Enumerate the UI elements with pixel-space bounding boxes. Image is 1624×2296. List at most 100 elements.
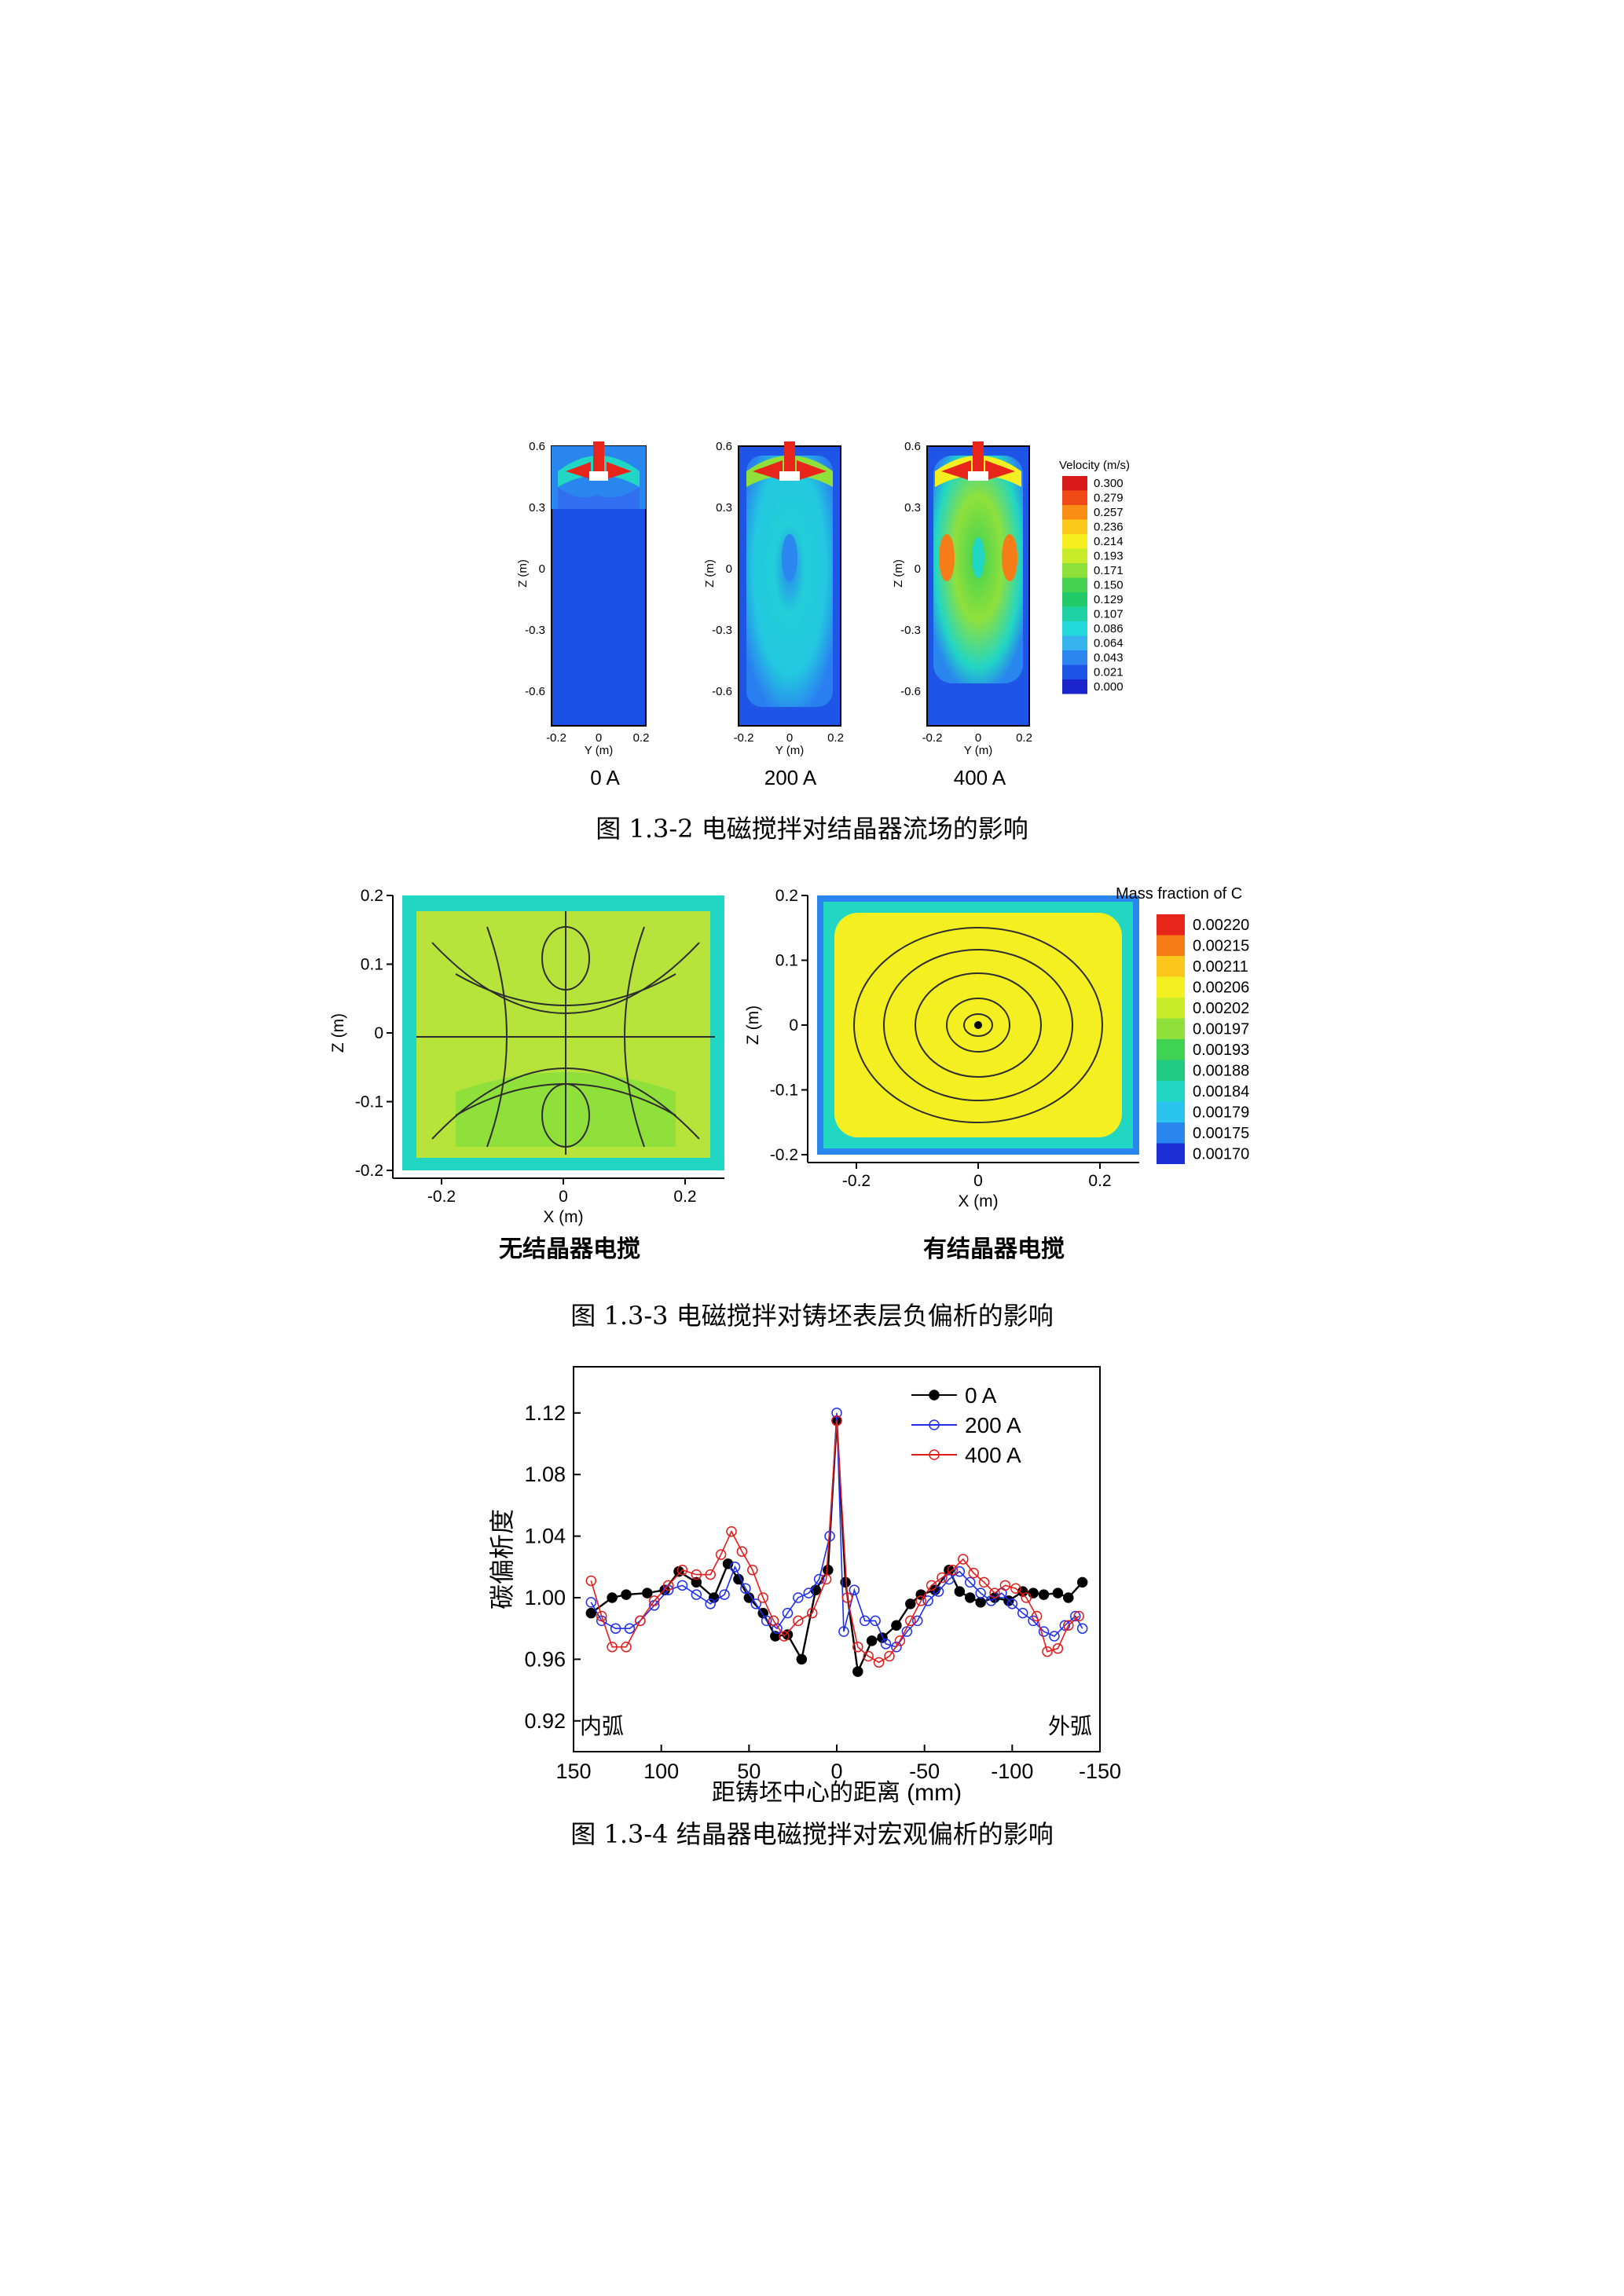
data-point [793,1592,804,1603]
x-tick-label: -0.2 [427,1188,456,1206]
y-axis-label: Z (m) [703,559,717,588]
data-point [905,1598,916,1609]
data-point [585,1597,597,1608]
legend-value: 0.00220 [1193,917,1249,934]
data-point [911,1615,923,1627]
y-tick-label: 0.6 [716,440,732,453]
data-point [849,1584,860,1595]
data-point [691,1589,702,1600]
data-point [676,1564,688,1576]
figure-caption-1-3-2: 图 1.3-2 电磁搅拌对结晶器流场的影响 [596,814,1028,844]
data-point [621,1641,632,1653]
x-tick-label: 0.2 [1016,731,1032,745]
legend-value: 0.214 [1094,535,1124,548]
data-point [944,1573,955,1585]
data-point [740,1583,751,1594]
legend-value: 0.257 [1094,506,1124,519]
y-tick-label: 0.1 [361,956,383,974]
x-tick-label: 0 [973,1172,983,1190]
x-tick-label: 0 [975,731,981,745]
y-tick-label: 0 [374,1024,383,1042]
legend-value: 0.129 [1094,593,1124,606]
y-axis-label: Z (m) [330,1013,347,1053]
legend-swatch [1157,914,1185,936]
legend-swatch [1062,548,1087,563]
data-point [884,1650,895,1662]
y-tick-label: 1.08 [524,1463,566,1486]
data-point [975,1587,986,1598]
data-point [905,1615,916,1627]
y-tick-label: 0.3 [904,501,921,514]
data-point [750,1598,762,1609]
legend-label: 0 A [965,1383,997,1408]
x-tick-label: 0 [830,1760,842,1783]
data-point [624,1623,636,1634]
data-point [719,1589,730,1600]
x-tick-label: -0.2 [734,731,754,745]
data-point [958,1554,969,1565]
data-point [610,1623,621,1634]
y-tick-label: 0.3 [716,501,732,514]
data-point [1038,1626,1050,1637]
y-tick-label: 0.6 [529,440,545,453]
y-tick-label: 1.00 [524,1586,566,1609]
legend-value: 0.00184 [1193,1083,1249,1100]
legend-swatch [1157,1101,1185,1122]
figure-caption-1-3-4: 图 1.3-4 结晶器电磁搅拌对宏观偏析的影响 [570,1819,1054,1849]
data-point [1063,1620,1074,1631]
legend-swatch [1157,956,1185,977]
legend-swatch [1062,563,1087,578]
y-tick-label: 0.6 [904,440,921,453]
legend-swatch [1157,976,1185,998]
data-point [831,1408,842,1419]
legend-value: 0.086 [1094,622,1124,635]
data-point [915,1595,926,1606]
flow-panel-200a [738,441,841,727]
data-point [779,1631,790,1642]
x-axis-label: X (m) [543,1208,583,1226]
legend-value: 0.00211 [1193,958,1248,976]
y-tick-label: 0 [789,1016,798,1034]
data-point [1059,1620,1071,1631]
legend-label: 200 A [965,1413,1021,1437]
series-400a [585,1415,1084,1668]
y-tick-label: 1.04 [524,1525,566,1548]
x-tick-label: 0.2 [827,731,844,745]
legend-swatch [1157,935,1185,956]
data-point [863,1650,874,1662]
y-tick-label: -0.6 [712,685,732,698]
data-point [831,1415,842,1426]
flow-panel-0a [551,441,647,727]
data-point [1076,1576,1088,1588]
data-point [803,1587,815,1598]
data-point [1010,1583,1021,1594]
legend-swatch [1062,621,1087,636]
legend-swatch [1062,635,1087,650]
legend-value: 0.000 [1094,680,1124,694]
y-tick-label: 0 [915,562,921,576]
data-point [729,1562,741,1573]
data-point [873,1657,885,1668]
macrosegregation-chart: 0.92 0.96 1.00 1.04 1.08 1.12 150 100 50 0 -50 -100… [488,1366,1121,1806]
data-point [1069,1610,1081,1622]
mass-fraction-legend-title: Mass fraction of C [1116,885,1242,903]
y-axis-label: 碳偏析度 [488,1509,516,1609]
legend-swatch [1157,998,1185,1019]
y-tick-label: 0.2 [361,887,383,905]
x-axis-label: Y (m) [964,744,992,757]
x-axis-label: Y (m) [775,744,804,757]
y-tick-label: -0.2 [355,1162,383,1180]
contour-panel-no-stirring [402,895,724,1170]
data-point [607,1592,618,1603]
y-axis-label: Z (m) [516,559,530,588]
data-point [761,1615,772,1627]
flow-panel-label-200a: 200 A [764,766,817,789]
data-point [989,1587,1000,1598]
data-point [1017,1607,1028,1619]
data-point [894,1635,906,1646]
panel-label-with-stirring: 有结晶器电搅 [923,1236,1065,1263]
data-point [978,1576,990,1588]
data-point [705,1569,716,1580]
data-point [841,1592,853,1603]
data-point [768,1615,779,1627]
